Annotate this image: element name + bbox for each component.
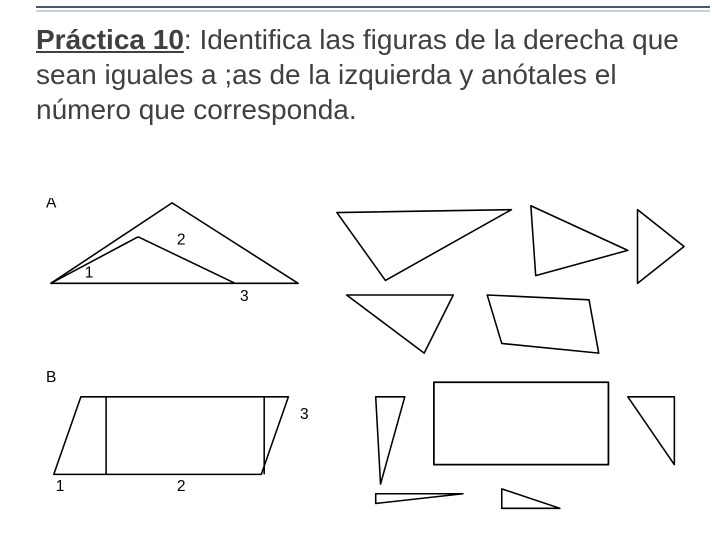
rowB-right-shapes (376, 382, 675, 508)
header-rules (36, 6, 710, 12)
rowB-shape-5 (502, 489, 560, 508)
rowB-shape-3 (628, 397, 675, 465)
title-bold: Práctica 10 (36, 24, 184, 55)
rowB-shape-2 (434, 382, 609, 464)
rowA-num2: 2 (177, 232, 186, 249)
figure-area: A 1 2 3 B (36, 198, 696, 518)
row-a-label: A (46, 198, 57, 212)
figures-svg: A 1 2 3 B (36, 198, 696, 518)
rowB-shape-1 (376, 397, 405, 484)
rowA-num1: 1 (85, 265, 94, 282)
rowA-shape-1 (337, 210, 512, 281)
rowA-num3: 3 (240, 288, 249, 305)
rowB-num1: 1 (56, 478, 65, 495)
rowB-num3: 3 (300, 406, 309, 423)
row-b-label: B (46, 369, 56, 386)
rule-light (36, 10, 710, 12)
slide: { "header": { "title_bold": "Práctica 10… (0, 0, 720, 540)
rowA-shape-4 (347, 295, 454, 353)
rowB-shape-4 (376, 494, 463, 504)
rowB-left-shape (54, 397, 289, 475)
rowA-shape-2 (531, 206, 628, 276)
rowA-shape-5 (487, 295, 599, 353)
rule-dark (36, 6, 710, 8)
rowB-num2: 2 (177, 478, 186, 495)
rowA-right-shapes (337, 206, 684, 353)
instruction-text: Práctica 10: Identifica las figuras de l… (36, 22, 692, 127)
rowA-shape-3 (638, 210, 685, 284)
